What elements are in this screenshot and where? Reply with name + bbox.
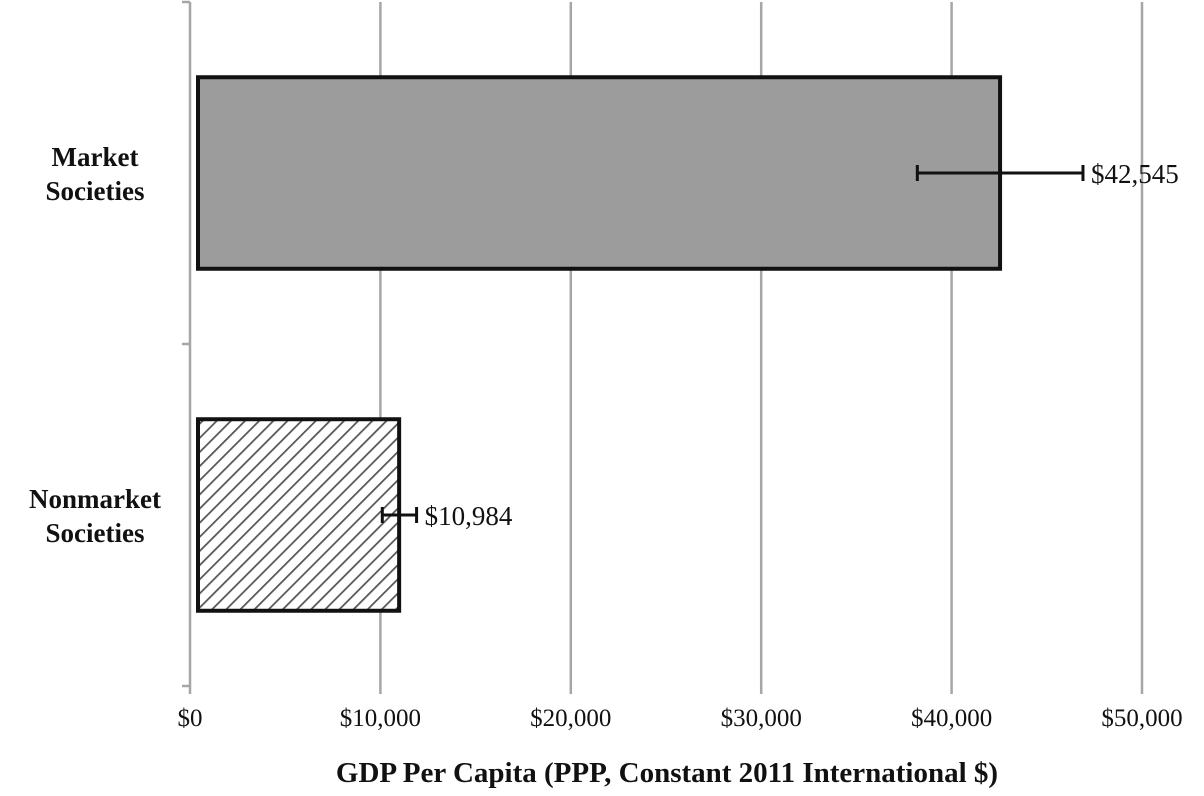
- x-tick-label: $30,000: [721, 705, 802, 732]
- error-bar: [915, 165, 1085, 181]
- category-label: Societies: [46, 176, 145, 206]
- category-label: Market: [52, 142, 139, 172]
- x-tick-label: $20,000: [530, 705, 611, 732]
- labels: $0 $10,000 $20,000 $30,000 $40,000 $50,000 $42…: [29, 142, 1183, 732]
- category-label: Nonmarket: [29, 484, 161, 514]
- bar-nonmarket-societies: [196, 417, 402, 613]
- category-label: Societies: [46, 518, 145, 548]
- error-bars: [380, 165, 1085, 523]
- x-tick-label: $40,000: [911, 705, 992, 732]
- data-label: $42,545: [1091, 159, 1179, 189]
- bar-market-societies: [196, 75, 1003, 271]
- y-axis: [182, 0, 192, 688]
- data-label: $10,984: [425, 501, 513, 531]
- x-tick-label: $0: [178, 705, 203, 732]
- x-tick-label: $10,000: [340, 705, 421, 732]
- x-axis-title: GDP Per Capita (PPP, Constant 2011 Inter…: [336, 757, 998, 789]
- x-tick-label: $50,000: [1101, 705, 1182, 732]
- bars: [196, 75, 1003, 613]
- error-bar: [380, 507, 419, 523]
